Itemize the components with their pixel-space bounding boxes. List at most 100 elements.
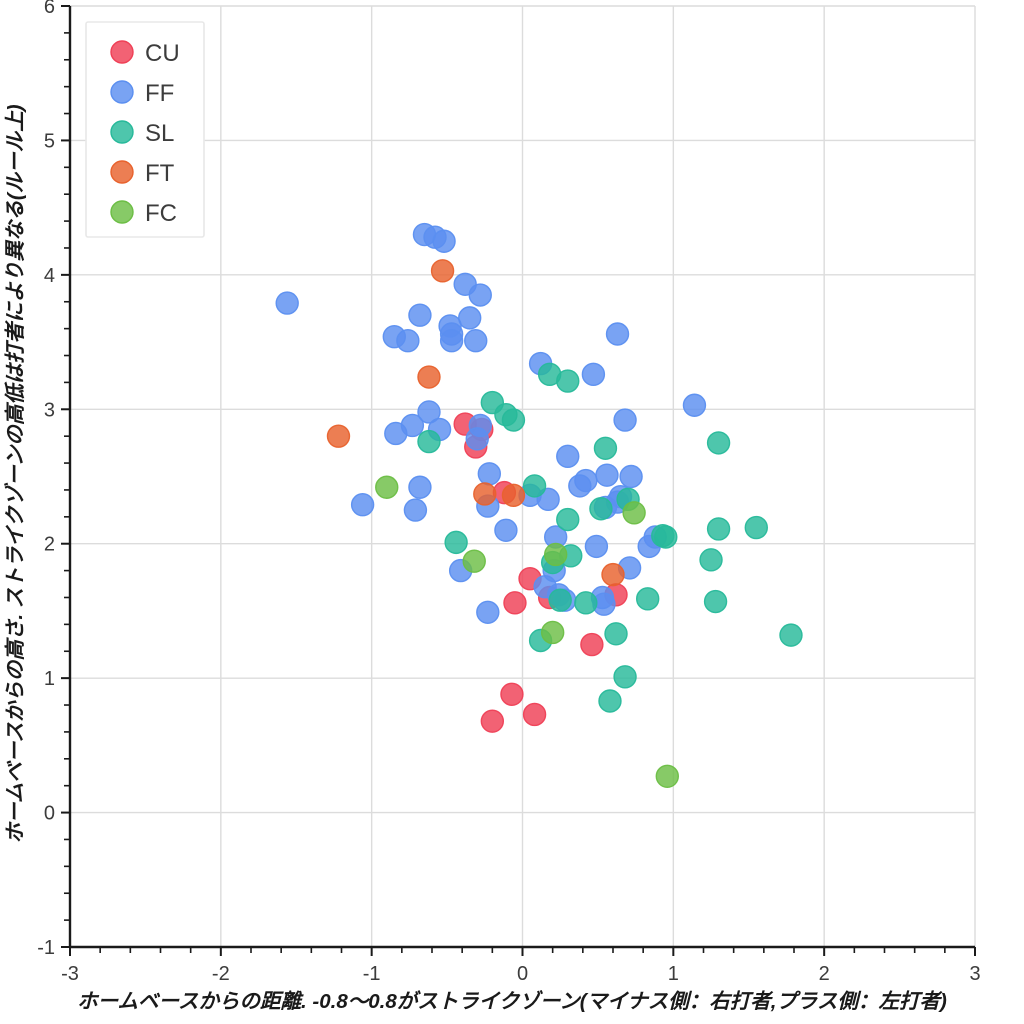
x-tick-label: 0	[517, 963, 528, 985]
data-point-sl	[444, 530, 468, 555]
data-point-ft	[601, 562, 625, 587]
axis-ticks	[61, 5, 976, 956]
data-point-ff	[439, 329, 464, 353]
data-point-sl	[706, 431, 731, 455]
series-sl	[417, 362, 803, 713]
data-point-ff	[494, 518, 518, 542]
data-point-sl	[598, 689, 622, 713]
data-point-sl	[654, 525, 678, 549]
legend-label-fc[interactable]: FC	[145, 200, 177, 227]
data-point-ff	[477, 462, 502, 486]
data-point-ff	[682, 393, 707, 417]
data-point-ff	[605, 322, 630, 346]
data-point-ff	[468, 283, 492, 307]
data-point-sl	[556, 369, 580, 393]
data-point-ff	[275, 291, 299, 315]
legend-marker-cu[interactable]	[110, 40, 134, 64]
data-point-ff	[581, 362, 606, 387]
data-point-sl	[501, 408, 526, 432]
data-point-sl	[703, 589, 728, 614]
series-ff	[275, 222, 707, 624]
gridlines	[70, 5, 976, 947]
data-point-ff	[613, 408, 637, 432]
data-point-fc	[462, 549, 486, 573]
data-point-ff	[619, 464, 643, 489]
x-tick-label: -1	[363, 963, 381, 985]
data-point-sl	[613, 665, 637, 689]
data-point-ff	[408, 475, 432, 499]
data-point-fc	[540, 620, 565, 645]
y-tick-label: 4	[44, 265, 55, 287]
data-point-sl	[593, 436, 618, 460]
data-point-fc	[543, 542, 568, 567]
y-tick-label: 2	[44, 534, 55, 556]
data-point-cu	[503, 591, 527, 615]
data-point-sl	[574, 591, 598, 615]
data-point-ff	[584, 534, 609, 559]
data-point-ft	[501, 483, 526, 508]
data-point-ff	[595, 463, 619, 487]
x-axis-title: ホームベースからの距離. -0.8〜0.8がストライクゾーン(マイナス側：右打者…	[77, 990, 947, 1013]
y-tick-label: 6	[44, 0, 55, 18]
legend-box	[85, 21, 205, 238]
data-point-ff	[432, 229, 456, 253]
data-point-sl	[604, 622, 628, 646]
data-point-ff	[533, 575, 557, 599]
x-tick-label: -3	[61, 963, 79, 985]
data-point-fc	[655, 764, 679, 788]
tick-labels: -3 -2 -1 0 1 2 3 -1 0 1 2 3 4 5 6	[37, 0, 980, 985]
data-point-fc	[375, 475, 399, 499]
x-tick-label: 1	[668, 963, 679, 985]
data-point-ff	[556, 444, 580, 469]
data-point-ff	[408, 303, 432, 327]
data-point-sl	[699, 548, 723, 572]
data-point-ff	[568, 474, 592, 498]
y-axis-title: ホームベースからの高さ. ストライクゾーンの高低は打者により異なる(ルール上)	[4, 104, 27, 843]
legend-marker-ff[interactable]	[110, 80, 134, 104]
data-point-ft	[430, 259, 455, 283]
y-tick-label: 5	[44, 130, 55, 152]
series-ft	[326, 259, 625, 587]
data-point-ff	[396, 329, 420, 353]
y-tick-label: 0	[44, 803, 55, 825]
data-point-sl	[779, 623, 803, 647]
y-tick-label: 1	[44, 668, 55, 690]
y-tick-label: 3	[44, 399, 55, 421]
y-tick-label: -1	[37, 937, 55, 959]
data-point-sl	[522, 474, 547, 498]
data-point-sl	[556, 507, 580, 532]
data-point-ff	[476, 600, 500, 624]
data-point-sl	[744, 515, 768, 540]
data-point-ff	[458, 306, 482, 330]
legend-label-ff[interactable]: FF	[145, 80, 174, 107]
legend-marker-sl[interactable]	[110, 120, 134, 144]
legend-label-cu[interactable]: CU	[145, 40, 180, 67]
data-point-ft	[417, 365, 441, 389]
legend-label-sl[interactable]: SL	[145, 120, 174, 147]
data-point-sl	[706, 517, 731, 541]
series-fc	[375, 475, 679, 788]
data-point-ff	[350, 493, 375, 517]
data-point-cu	[500, 682, 524, 706]
data-point-sl	[635, 587, 660, 611]
legend-marker-ft[interactable]	[110, 160, 134, 184]
data-point-cu	[522, 702, 547, 727]
legend-label-ft[interactable]: FT	[145, 160, 175, 187]
data-point-ff	[465, 427, 489, 451]
chart-legend: CU FF SL FT FC	[85, 21, 205, 238]
x-tick-label: -2	[212, 963, 230, 985]
data-point-fc	[622, 501, 646, 525]
data-point-ft	[326, 424, 351, 448]
series-cu	[453, 412, 628, 733]
data-point-ff	[464, 329, 488, 353]
x-tick-label: 3	[969, 963, 980, 985]
data-point-cu	[580, 632, 604, 657]
data-point-sl	[589, 497, 613, 521]
data-point-ff	[403, 498, 428, 522]
data-point-ff	[384, 421, 408, 446]
x-tick-label: 2	[819, 963, 830, 985]
data-point-ff	[417, 400, 441, 424]
legend-marker-fc[interactable]	[110, 200, 134, 224]
